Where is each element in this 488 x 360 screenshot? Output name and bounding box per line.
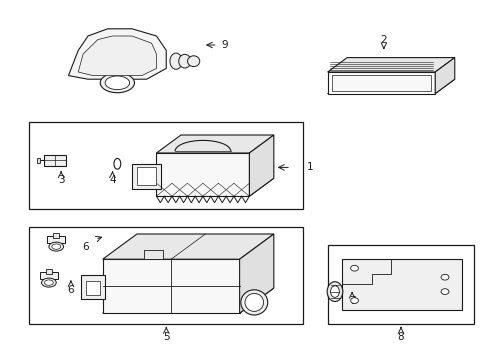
Polygon shape (327, 79, 454, 94)
Bar (327, 245, 473, 324)
Polygon shape (249, 135, 273, 196)
Ellipse shape (114, 158, 121, 169)
Bar (342, 259, 461, 310)
Text: 2: 2 (380, 35, 386, 45)
Text: 9: 9 (221, 40, 228, 50)
Polygon shape (434, 58, 454, 94)
Bar (85, 281, 100, 295)
Bar (81, 275, 105, 299)
Ellipse shape (100, 73, 134, 93)
Bar (143, 250, 163, 259)
Bar (137, 167, 156, 185)
Ellipse shape (330, 286, 339, 297)
Text: 3: 3 (58, 175, 64, 185)
Bar (29, 122, 303, 209)
Text: 1: 1 (306, 162, 313, 172)
Text: 4: 4 (109, 175, 116, 185)
Ellipse shape (350, 298, 358, 303)
Polygon shape (156, 178, 273, 196)
Ellipse shape (179, 54, 191, 68)
Polygon shape (102, 259, 239, 313)
Bar (44, 155, 66, 166)
Ellipse shape (240, 290, 267, 315)
Polygon shape (327, 58, 454, 72)
Text: 7: 7 (348, 296, 355, 306)
Polygon shape (239, 234, 273, 313)
Text: 8: 8 (397, 332, 404, 342)
Bar (46, 269, 52, 274)
Polygon shape (68, 29, 166, 79)
Bar (132, 164, 161, 189)
Bar (29, 227, 303, 324)
Ellipse shape (105, 76, 129, 90)
Bar (37, 158, 40, 163)
Bar (47, 236, 65, 243)
Ellipse shape (440, 289, 448, 294)
Ellipse shape (52, 244, 61, 249)
Text: 6: 6 (67, 285, 74, 295)
Bar (53, 233, 59, 238)
Polygon shape (327, 72, 434, 94)
Polygon shape (156, 135, 273, 153)
Ellipse shape (49, 242, 63, 251)
Text: 5: 5 (163, 332, 169, 342)
Ellipse shape (169, 53, 182, 69)
Ellipse shape (326, 282, 342, 301)
Ellipse shape (440, 274, 448, 280)
Bar (40, 272, 58, 279)
Ellipse shape (244, 293, 263, 311)
Ellipse shape (41, 278, 56, 287)
Polygon shape (78, 36, 156, 76)
Ellipse shape (44, 280, 53, 285)
Ellipse shape (350, 265, 358, 271)
Bar (331, 75, 430, 91)
Polygon shape (102, 288, 273, 313)
Text: 6: 6 (82, 242, 89, 252)
Polygon shape (156, 153, 249, 196)
Polygon shape (102, 234, 273, 259)
Ellipse shape (187, 56, 199, 67)
